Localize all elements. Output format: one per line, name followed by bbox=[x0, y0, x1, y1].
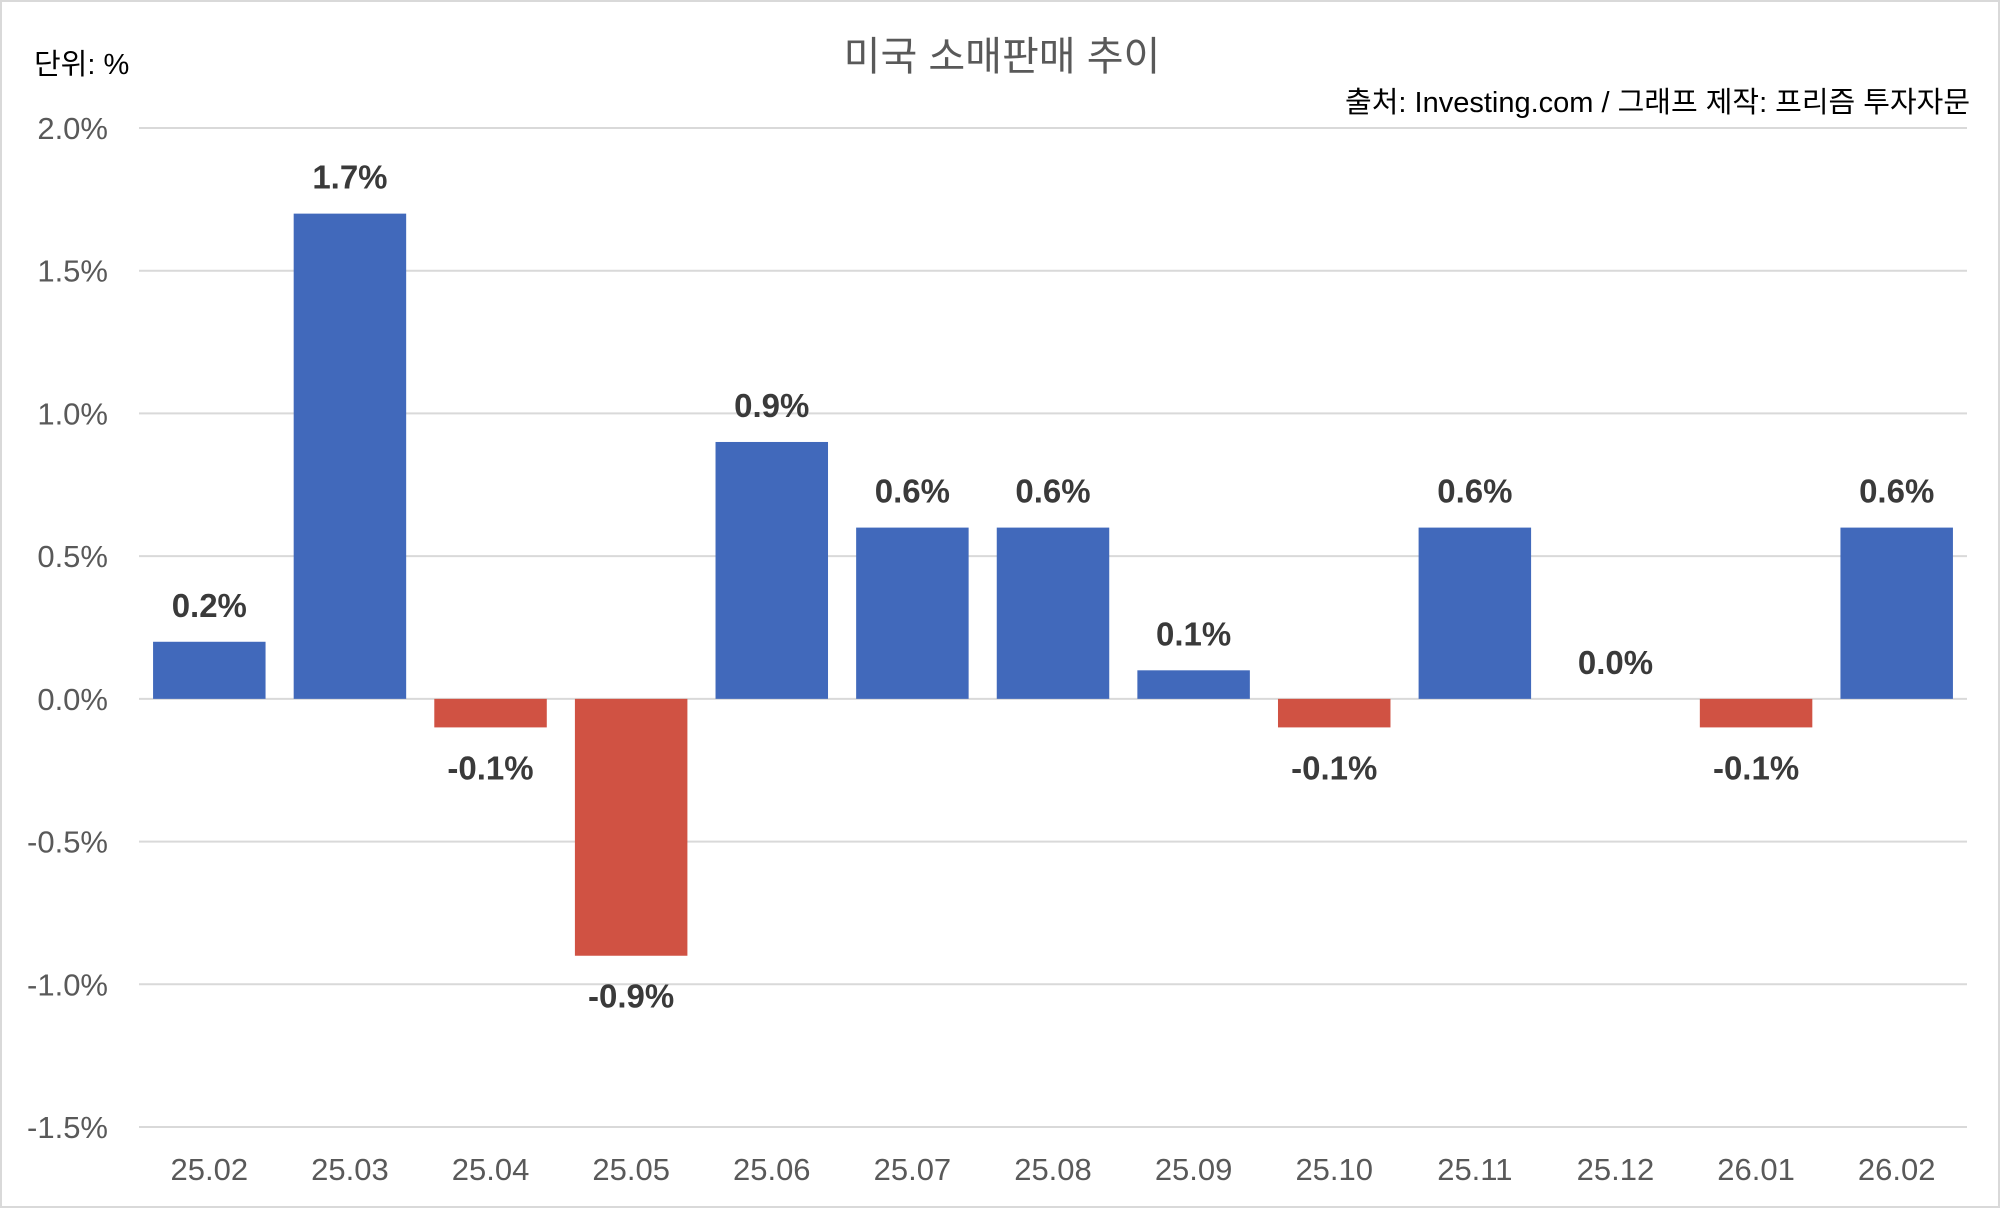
x-tick-label: 26.02 bbox=[1858, 1152, 1936, 1187]
data-label: -0.1% bbox=[1291, 749, 1377, 786]
y-axis-ticks: 2.0% 1.5% 1.0% 0.5% 0.0% -0.5% -1.0% -1.5% bbox=[27, 111, 108, 1145]
bar-25.06 bbox=[715, 441, 829, 699]
data-label: -0.1% bbox=[447, 749, 533, 786]
data-label: 0.6% bbox=[1859, 473, 1934, 510]
x-tick-label: 25.09 bbox=[1155, 1152, 1233, 1187]
bar-26.01 bbox=[1699, 698, 1813, 728]
data-label: 0.6% bbox=[875, 473, 950, 510]
x-axis-ticks: 25.02 25.03 25.04 25.05 25.06 25.07 25.08 25.09… bbox=[171, 1152, 1936, 1187]
bar-25.08 bbox=[996, 527, 1110, 699]
y-tick-label: -0.5% bbox=[27, 825, 108, 860]
data-label: 0.2% bbox=[172, 587, 247, 624]
y-tick-label: 1.5% bbox=[37, 254, 108, 289]
x-tick-label: 25.08 bbox=[1014, 1152, 1092, 1187]
bar-25.02 bbox=[153, 641, 266, 699]
x-tick-label: 25.07 bbox=[874, 1152, 952, 1187]
bar-25.07 bbox=[856, 527, 969, 699]
data-label: 0.6% bbox=[1015, 473, 1090, 510]
data-labels: 0.2% 1.7% -0.1% -0.9% 0.9% 0.6% 0.6% 0.1% -0.1% 0… bbox=[172, 159, 1935, 1015]
chart-title: 미국 소매판매 추이 bbox=[844, 35, 1161, 79]
bar-25.09 bbox=[1137, 670, 1250, 699]
x-tick-label: 25.10 bbox=[1295, 1152, 1373, 1187]
x-tick-label: 25.03 bbox=[311, 1152, 389, 1187]
data-label: -0.9% bbox=[588, 978, 674, 1015]
y-tick-label: -1.0% bbox=[27, 967, 108, 1002]
x-tick-label: 25.02 bbox=[171, 1152, 249, 1187]
data-label: 0.9% bbox=[734, 387, 809, 424]
y-tick-label: 0.5% bbox=[37, 539, 108, 574]
x-tick-label: 25.12 bbox=[1577, 1152, 1655, 1187]
y-tick-label: -1.5% bbox=[27, 1110, 108, 1145]
bar-25.10 bbox=[1277, 698, 1391, 728]
data-label: -0.1% bbox=[1713, 749, 1799, 786]
y-tick-label: 1.0% bbox=[37, 396, 108, 431]
data-label: 1.7% bbox=[312, 159, 387, 196]
y-tick-label: 2.0% bbox=[37, 111, 108, 146]
x-tick-label: 25.11 bbox=[1437, 1152, 1512, 1187]
bar-25.05 bbox=[574, 698, 688, 956]
data-label: 0.1% bbox=[1156, 615, 1231, 652]
x-tick-label: 25.06 bbox=[733, 1152, 811, 1187]
x-tick-label: 26.01 bbox=[1717, 1152, 1795, 1187]
bar-25.04 bbox=[434, 698, 547, 728]
y-tick-label: 0.0% bbox=[37, 682, 108, 717]
bar-25.11 bbox=[1418, 527, 1532, 699]
source-label: 출처: Investing.com / 그래프 제작: 프리즘 투자자문 bbox=[1345, 86, 1970, 119]
data-label: 0.0% bbox=[1578, 644, 1653, 681]
bar-25.03 bbox=[293, 213, 407, 699]
bar-26.02 bbox=[1840, 527, 1953, 699]
unit-label: 단위: % bbox=[34, 48, 129, 81]
x-tick-label: 25.05 bbox=[592, 1152, 670, 1187]
bars bbox=[153, 213, 1953, 956]
x-tick-label: 25.04 bbox=[452, 1152, 530, 1187]
data-label: 0.6% bbox=[1437, 473, 1512, 510]
